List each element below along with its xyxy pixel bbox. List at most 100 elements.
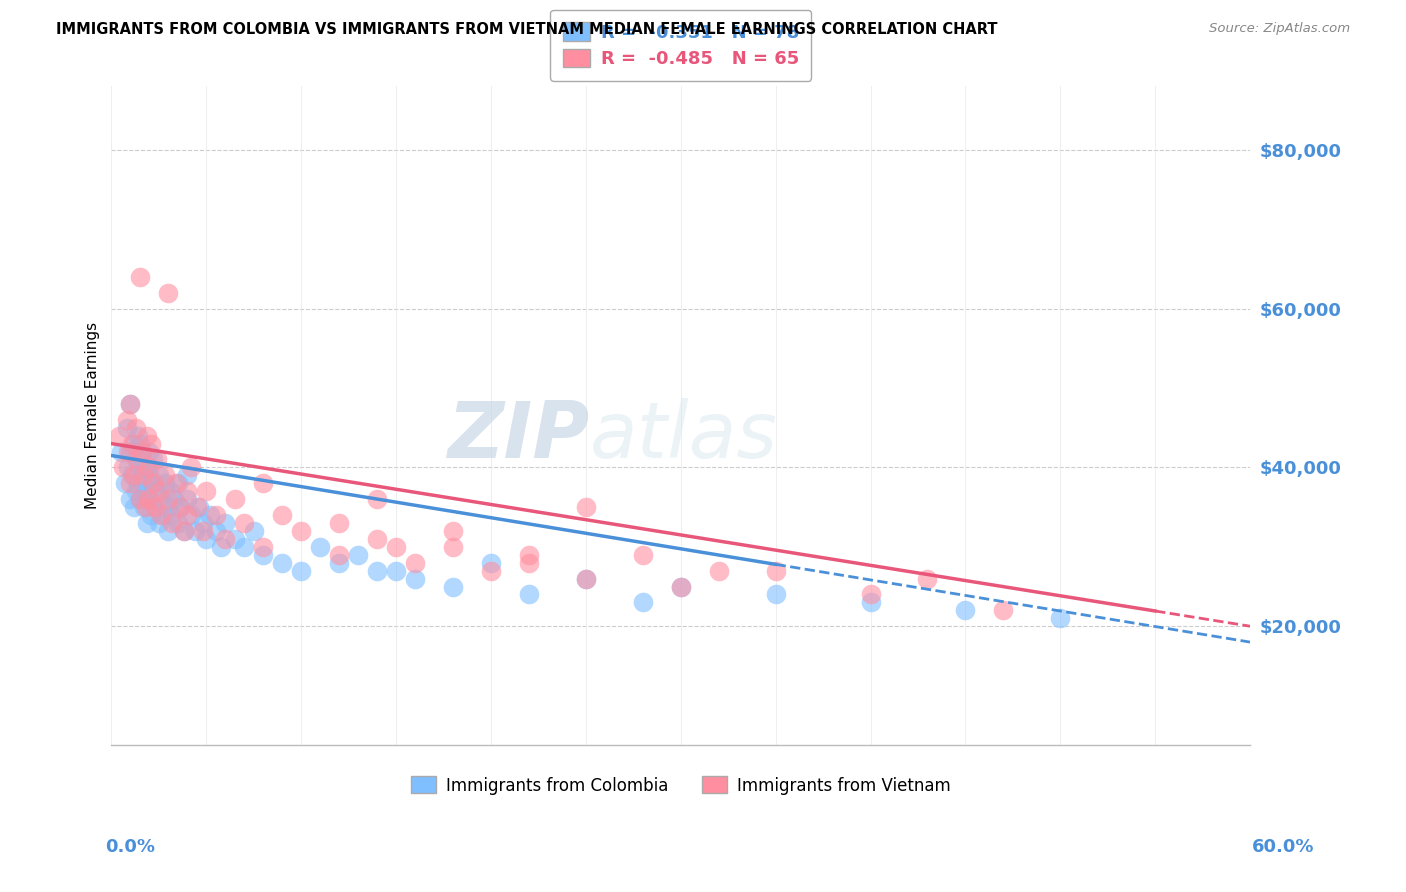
Point [138, 460, 160, 475]
Point [328, 516, 350, 530]
Point [138, 468, 160, 483]
Legend: Immigrants from Colombia, Immigrants from Vietnam: Immigrants from Colombia, Immigrants fro… [402, 768, 959, 803]
Text: Source: ZipAtlas.com: Source: ZipAtlas.com [1209, 22, 1350, 36]
Point [127, 452, 149, 467]
Point [128, 436, 150, 450]
Point [160, 508, 183, 522]
Point [136, 428, 159, 442]
Point [141, 436, 163, 450]
Point [142, 452, 165, 467]
Point [575, 500, 598, 515]
Point [122, 468, 145, 483]
Point [108, 428, 131, 442]
Point [131, 476, 153, 491]
Point [1049, 611, 1071, 625]
Point [128, 492, 150, 507]
Point [143, 500, 166, 515]
Point [441, 540, 464, 554]
Point [173, 524, 195, 538]
Point [142, 476, 165, 491]
Point [157, 492, 180, 507]
Point [153, 476, 176, 491]
Point [224, 532, 246, 546]
Text: IMMIGRANTS FROM COLOMBIA VS IMMIGRANTS FROM VIETNAM MEDIAN FEMALE EARNINGS CORRE: IMMIGRANTS FROM COLOMBIA VS IMMIGRANTS F… [56, 22, 998, 37]
Point [707, 564, 730, 578]
Point [128, 269, 150, 284]
Point [111, 460, 134, 475]
Text: 60.0%: 60.0% [1253, 838, 1315, 855]
Point [271, 556, 294, 570]
Point [135, 460, 157, 475]
Point [211, 540, 233, 554]
Point [128, 492, 150, 507]
Point [575, 572, 598, 586]
Point [135, 484, 157, 499]
Point [131, 444, 153, 458]
Point [765, 587, 787, 601]
Point [385, 564, 408, 578]
Point [141, 508, 163, 522]
Point [328, 556, 350, 570]
Point [385, 540, 408, 554]
Point [859, 587, 882, 601]
Point [204, 508, 226, 522]
Point [136, 516, 159, 530]
Point [184, 524, 207, 538]
Point [148, 484, 170, 499]
Point [159, 484, 181, 499]
Point [149, 508, 172, 522]
Point [479, 556, 502, 570]
Point [157, 285, 180, 300]
Point [122, 436, 145, 450]
Point [148, 468, 170, 483]
Point [441, 524, 464, 538]
Point [328, 548, 350, 562]
Point [204, 524, 226, 538]
Point [146, 452, 169, 467]
Point [290, 524, 312, 538]
Point [127, 428, 149, 442]
Point [404, 556, 426, 570]
Point [132, 500, 155, 515]
Point [309, 540, 332, 554]
Point [160, 516, 183, 530]
Point [859, 595, 882, 609]
Point [195, 484, 218, 499]
Point [148, 516, 170, 530]
Point [120, 492, 142, 507]
Point [669, 580, 692, 594]
Point [765, 564, 787, 578]
Point [152, 508, 174, 522]
Point [131, 444, 153, 458]
Point [110, 444, 132, 458]
Point [157, 500, 180, 515]
Point [180, 460, 202, 475]
Text: ZIP: ZIP [447, 398, 589, 474]
Point [153, 468, 176, 483]
Point [366, 492, 388, 507]
Point [157, 524, 180, 538]
Point [138, 444, 160, 458]
Point [122, 500, 145, 515]
Point [191, 524, 214, 538]
Point [169, 500, 191, 515]
Point [917, 572, 939, 586]
Point [366, 532, 388, 546]
Point [121, 468, 143, 483]
Point [149, 492, 172, 507]
Point [669, 580, 692, 594]
Point [127, 476, 149, 491]
Point [517, 587, 540, 601]
Point [173, 524, 195, 538]
Point [631, 548, 654, 562]
Point [125, 452, 148, 467]
Point [191, 516, 214, 530]
Text: 0.0%: 0.0% [105, 838, 156, 855]
Point [517, 556, 540, 570]
Point [166, 476, 188, 491]
Point [517, 548, 540, 562]
Point [233, 516, 256, 530]
Point [187, 500, 209, 515]
Point [165, 476, 187, 491]
Point [115, 413, 138, 427]
